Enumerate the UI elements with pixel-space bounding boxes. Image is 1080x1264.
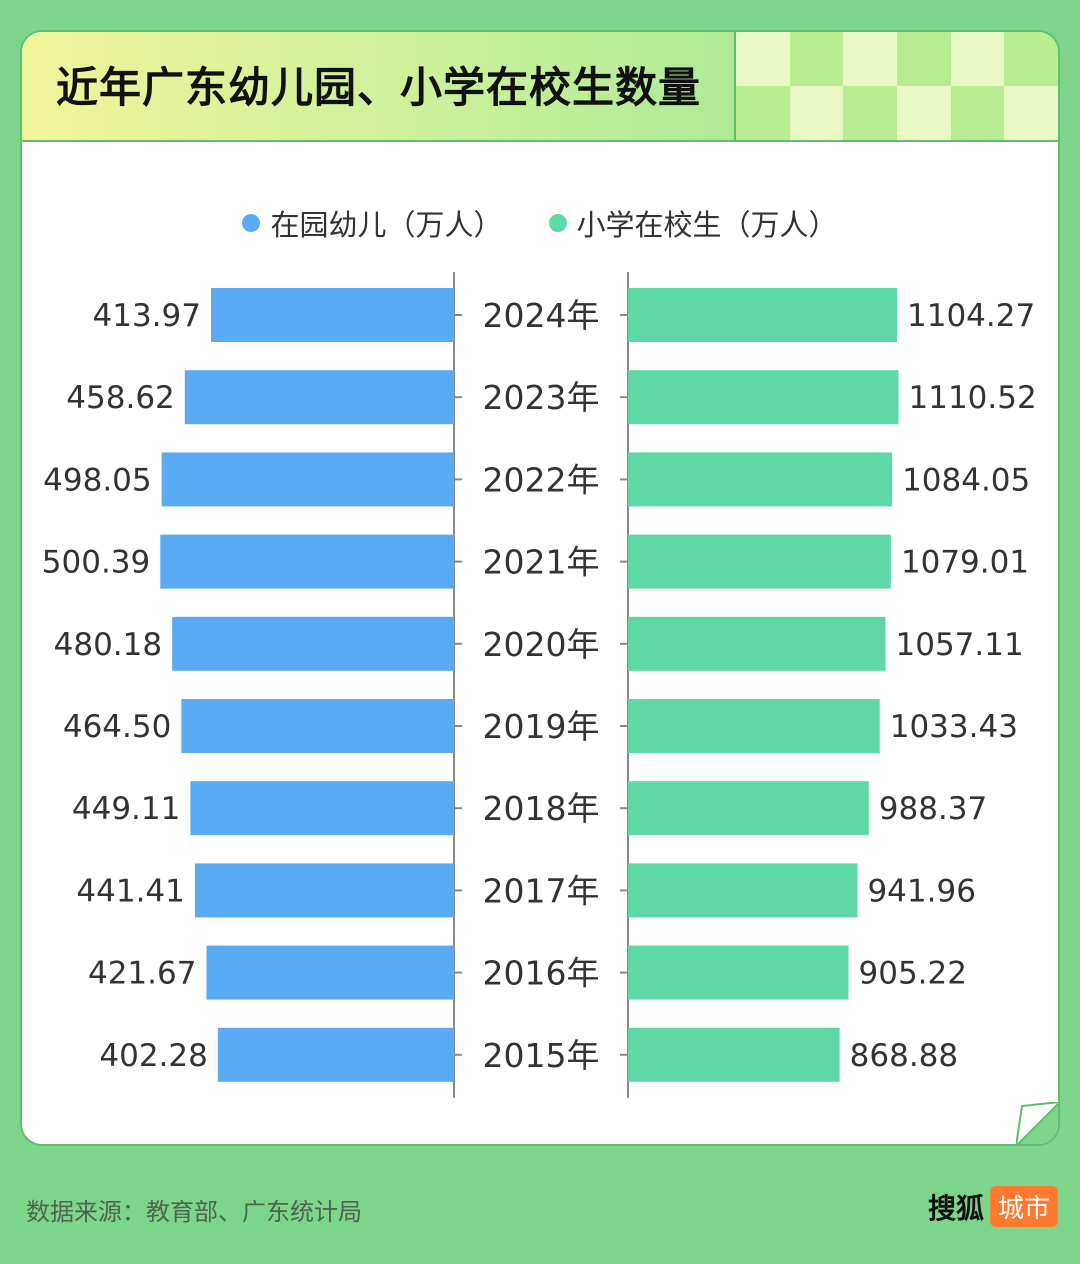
value-label-kindergarten-4: 480.18	[54, 627, 162, 663]
value-label-kindergarten-8: 421.67	[88, 956, 196, 992]
value-label-primary-5: 1033.43	[890, 709, 1018, 745]
legend-label-primary: 小学在校生（万人）	[576, 208, 838, 242]
value-label-primary-0: 1104.27	[907, 298, 1035, 334]
brand-tag: 城市	[989, 1186, 1058, 1227]
bar-kindergarten-3	[160, 534, 454, 589]
bar-primary-9	[628, 1027, 840, 1082]
value-label-kindergarten-5: 464.50	[63, 709, 171, 745]
header-banner: 近年广东幼儿园、小学在校生数量	[22, 32, 1058, 142]
legend: 在园幼儿（万人） 小学在校生（万人）	[22, 202, 1058, 244]
value-label-primary-2: 1084.05	[902, 462, 1030, 498]
chart-title: 近年广东幼儿园、小学在校生数量	[56, 63, 702, 112]
legend-dot-kindergarten	[242, 214, 261, 232]
category-label-5: 2019年	[483, 707, 600, 746]
value-label-kindergarten-0: 413.97	[93, 298, 201, 334]
bar-primary-8	[628, 945, 849, 1000]
legend-item-primary: 小学在校生（万人）	[548, 202, 838, 244]
value-label-kindergarten-9: 402.28	[99, 1038, 207, 1074]
value-label-kindergarten-7: 441.41	[76, 873, 184, 909]
bar-kindergarten-5	[181, 699, 455, 753]
bar-kindergarten-6	[190, 781, 454, 836]
category-label-8: 2016年	[483, 954, 600, 993]
bar-primary-6	[628, 781, 869, 836]
value-label-primary-4: 1057.11	[896, 627, 1024, 663]
data-source: 数据来源：教育部、广东统计局	[26, 1198, 362, 1226]
bar-kindergarten-7	[194, 863, 454, 918]
category-label-2: 2022年	[483, 460, 600, 499]
bar-kindergarten-4	[172, 616, 454, 671]
bar-primary-2	[628, 452, 893, 507]
bar-primary-4	[628, 616, 886, 671]
bar-kindergarten-9	[217, 1027, 454, 1082]
value-label-kindergarten-1: 458.62	[66, 380, 174, 416]
value-label-primary-1: 1110.52	[909, 380, 1037, 416]
bar-primary-5	[628, 699, 880, 753]
value-label-kindergarten-6: 449.11	[72, 791, 180, 827]
category-label-3: 2021年	[483, 543, 600, 582]
value-label-primary-8: 905.22	[859, 956, 967, 992]
value-label-kindergarten-3: 500.39	[42, 545, 150, 581]
brand-name: 搜狐	[927, 1191, 984, 1225]
butterfly-bar-chart: 413.97 1104.27 2024年 458.62 1110.52 2023年 498.…	[42, 272, 1037, 1098]
category-label-4: 2020年	[483, 625, 600, 664]
bar-kindergarten-0	[211, 288, 454, 342]
category-label-0: 2024年	[483, 296, 600, 335]
chart-card: 近年广东幼儿园、小学在校生数量 在园幼儿（万人） 小学在校生（万人） 413.9…	[20, 30, 1060, 1146]
category-label-6: 2018年	[483, 789, 600, 828]
bar-primary-3	[628, 534, 891, 589]
category-label-7: 2017年	[483, 871, 600, 910]
value-label-primary-9: 868.88	[850, 1038, 958, 1074]
bar-primary-1	[628, 370, 899, 425]
value-label-primary-3: 1079.01	[901, 545, 1029, 581]
bar-primary-0	[628, 288, 897, 342]
value-label-kindergarten-2: 498.05	[43, 462, 151, 498]
bar-kindergarten-1	[184, 370, 454, 425]
bar-primary-7	[628, 863, 858, 918]
bar-kindergarten-8	[206, 945, 454, 1000]
category-label-9: 2015年	[483, 1036, 600, 1075]
legend-dot-primary	[548, 214, 567, 232]
bar-kindergarten-2	[161, 452, 454, 507]
category-label-1: 2023年	[483, 378, 600, 417]
legend-item-kindergarten: 在园幼儿（万人）	[242, 202, 503, 244]
value-label-primary-7: 941.96	[867, 873, 975, 909]
checker-decoration	[734, 32, 1058, 140]
brand-logo: 搜狐 城市	[928, 1186, 1058, 1227]
value-label-primary-6: 988.37	[879, 791, 987, 827]
folded-corner-icon	[1016, 1102, 1058, 1144]
legend-label-kindergarten: 在园幼儿（万人）	[270, 208, 503, 242]
